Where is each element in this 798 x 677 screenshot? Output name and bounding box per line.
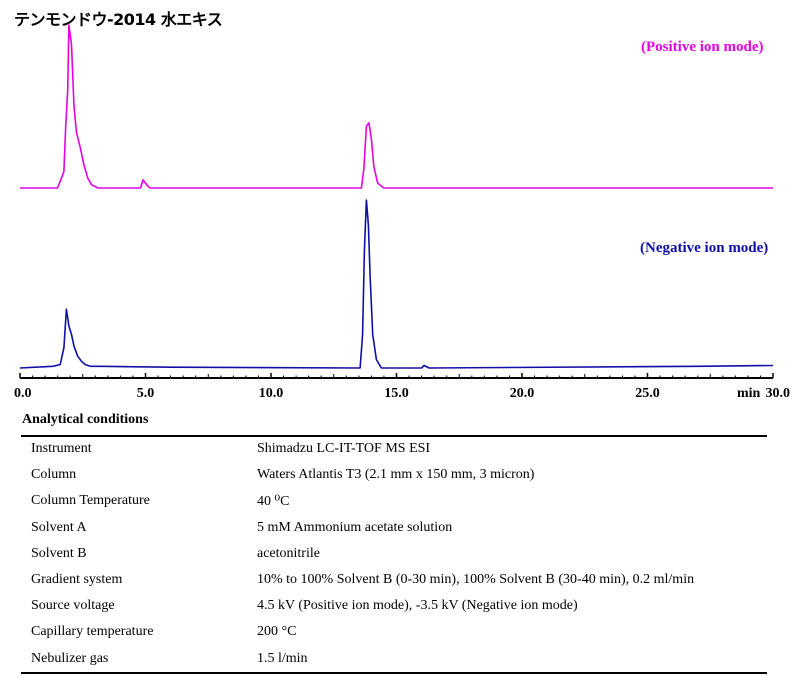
x-tick-label: 20.0 xyxy=(510,386,535,401)
positive-mode-label: (Positive ion mode) xyxy=(641,39,764,55)
x-ticks: 0.0 5.0 10.0 15.0 20.0 25.0 30.0 xyxy=(14,373,790,401)
positive-trace xyxy=(20,24,773,189)
condition-key: Nebulizer gas xyxy=(31,650,109,666)
x-tick-label: 10.0 xyxy=(259,386,284,401)
table-row: Column Waters Atlantis T3 (2.1 mm x 150 m… xyxy=(0,467,798,493)
conditions-title: Analytical conditions xyxy=(22,412,149,427)
x-tick-label: 5.0 xyxy=(137,386,155,401)
table-top-rule xyxy=(21,435,767,437)
condition-value: acetonitrile xyxy=(257,545,320,561)
condition-key: Column Temperature xyxy=(31,493,150,509)
chromatogram-chart: 0.0 5.0 10.0 15.0 20.0 25.0 30.0 min xyxy=(14,24,790,401)
x-tick-label: 15.0 xyxy=(384,386,409,401)
condition-value: 4.5 kV (Positive ion mode), -3.5 kV (Neg… xyxy=(257,598,578,614)
x-tick-label: 25.0 xyxy=(635,386,660,401)
table-row: Source voltage 4.5 kV (Positive ion mode)… xyxy=(0,598,798,624)
table-bottom-rule xyxy=(21,672,767,674)
condition-key: Solvent B xyxy=(31,545,87,561)
table-row: Column Temperature 40 ⁰C xyxy=(0,493,798,519)
condition-value: 5 mM Ammonium acetate solution xyxy=(257,519,453,535)
condition-value: 40 ⁰C xyxy=(257,494,290,510)
table-row: Solvent A 5 mM Ammonium acetate solution xyxy=(0,520,798,546)
condition-key: Solvent A xyxy=(31,519,87,535)
condition-value: 10% to 100% Solvent B (0-30 min), 100% S… xyxy=(257,572,695,587)
condition-value: Shimadzu LC-IT-TOF MS ESI xyxy=(257,441,431,456)
x-tick-label: 0.0 xyxy=(14,386,32,401)
table-row: Solvent B acetonitrile xyxy=(0,546,798,572)
condition-key: Column xyxy=(31,467,77,483)
table-row: Nebulizer gas 1.5 l/min xyxy=(0,651,798,677)
table-row: Capillary temperature 200 °C xyxy=(0,624,798,650)
series-layer xyxy=(19,24,774,369)
negative-mode-label: (Negative ion mode) xyxy=(640,240,769,256)
table-row: Instrument Shimadzu LC-IT-TOF MS ESI xyxy=(0,441,798,467)
condition-value: Waters Atlantis T3 (2.1 mm x 150 mm, 3 m… xyxy=(257,467,535,483)
x-tick-label: 30.0 xyxy=(766,386,791,401)
condition-key: Capillary temperature xyxy=(31,624,154,640)
condition-key: Source voltage xyxy=(31,598,115,614)
condition-value: 1.5 l/min xyxy=(257,650,308,666)
condition-key: Gradient system xyxy=(31,572,123,587)
negative-trace xyxy=(19,199,774,369)
condition-value: 200 °C xyxy=(257,624,297,640)
condition-key: Instrument xyxy=(31,441,92,456)
x-axis-unit-label: min xyxy=(737,386,761,401)
table-row: Gradient system 10% to 100% Solvent B (0-… xyxy=(0,572,798,598)
chart-title: テンモンドウ-2014 水エキス xyxy=(14,10,223,29)
